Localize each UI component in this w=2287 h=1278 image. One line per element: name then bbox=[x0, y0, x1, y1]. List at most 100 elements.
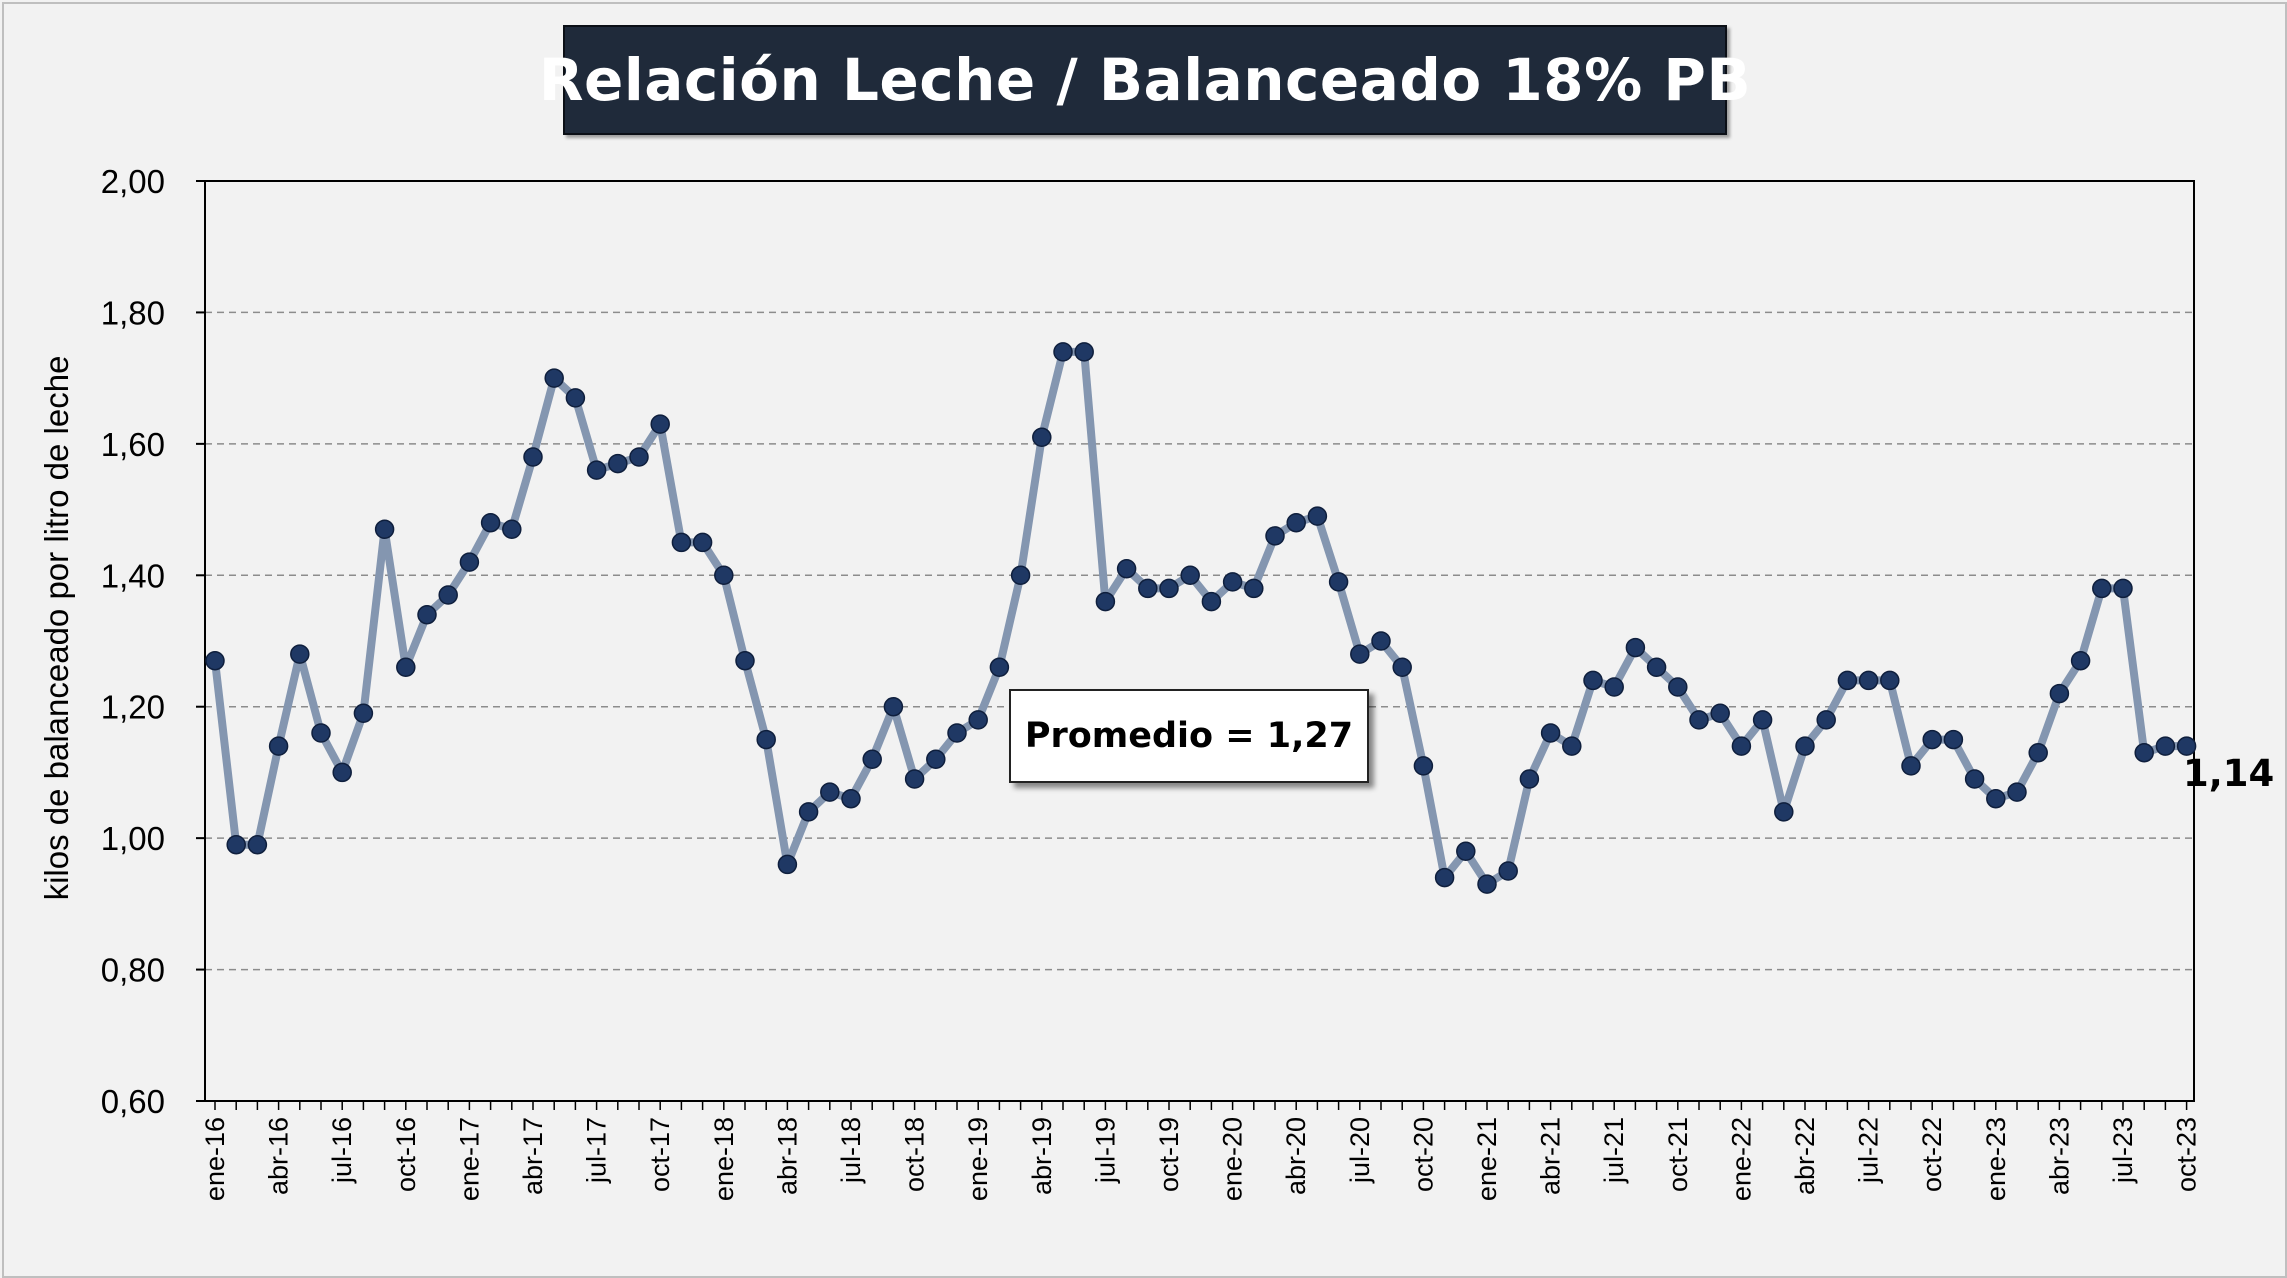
x-tick-labels: ene-16 abr-16 jul-16 oct-16 ene-17 abr-17 jul-… bbox=[200, 1117, 2202, 1201]
x-tick-label: abr-18 bbox=[772, 1117, 802, 1195]
data-point bbox=[586, 460, 607, 480]
data-point bbox=[1816, 710, 1836, 730]
data-point bbox=[1689, 710, 1709, 730]
data-point bbox=[1413, 756, 1434, 776]
data-point bbox=[968, 710, 988, 730]
plot-area bbox=[204, 180, 2195, 1102]
chart-title: Relación Leche / Balanceado 18% PB bbox=[538, 46, 1752, 114]
data-point bbox=[1434, 867, 1455, 888]
data-point bbox=[353, 703, 374, 724]
data-point bbox=[1116, 558, 1137, 579]
data-point bbox=[1010, 565, 1031, 586]
data-point bbox=[332, 762, 352, 783]
x-tick-label: oct-23 bbox=[2172, 1117, 2202, 1192]
data-point bbox=[2070, 650, 2091, 671]
x-tick-label: ene-18 bbox=[709, 1117, 739, 1201]
x-tick-label: oct-20 bbox=[1408, 1117, 1438, 1192]
data-point bbox=[1180, 565, 1200, 586]
x-tick-label: oct-22 bbox=[1917, 1117, 1947, 1192]
data-point bbox=[2176, 736, 2197, 756]
data-point bbox=[1943, 729, 1964, 750]
data-point bbox=[1222, 572, 1243, 592]
data-point bbox=[480, 512, 501, 533]
data-point bbox=[989, 657, 1010, 678]
data-point bbox=[311, 723, 331, 743]
x-tick-label: ene-23 bbox=[1981, 1117, 2011, 1201]
grid-lines bbox=[205, 311, 2194, 971]
y-tick-label: 1,40 bbox=[101, 557, 165, 594]
data-point bbox=[1986, 788, 2006, 809]
data-point bbox=[2092, 578, 2112, 599]
data-point bbox=[671, 532, 692, 553]
x-tick-label: oct-16 bbox=[391, 1117, 421, 1192]
data-point bbox=[820, 782, 840, 802]
data-point bbox=[1159, 578, 1179, 599]
data-point bbox=[883, 696, 904, 717]
data-point bbox=[1265, 526, 1285, 546]
data-point bbox=[374, 519, 395, 540]
data-point bbox=[692, 532, 713, 553]
data-point bbox=[904, 769, 925, 789]
y-tick-label: 1,20 bbox=[101, 689, 165, 726]
data-point bbox=[1922, 729, 1942, 750]
x-tick-label: abr-16 bbox=[264, 1117, 294, 1195]
data-point bbox=[1371, 631, 1391, 651]
data-point bbox=[1095, 591, 1116, 612]
x-tick-label: jul-20 bbox=[1345, 1117, 1375, 1184]
chart-title-box: Relación Leche / Balanceado 18% PB bbox=[539, 25, 1751, 135]
data-point bbox=[841, 788, 861, 809]
data-point bbox=[2113, 578, 2133, 599]
axes bbox=[196, 180, 2188, 1110]
x-tick-label: ene-17 bbox=[454, 1117, 484, 1201]
data-point bbox=[2134, 742, 2154, 763]
data-point bbox=[2155, 736, 2176, 756]
data-point bbox=[1562, 736, 1582, 756]
data-point bbox=[777, 854, 798, 875]
data-point bbox=[1540, 723, 1561, 743]
data-point bbox=[502, 519, 522, 540]
x-tick-label: ene-22 bbox=[1726, 1117, 1756, 1201]
data-point bbox=[1837, 670, 1858, 691]
data-point bbox=[290, 644, 310, 664]
data-point bbox=[1138, 578, 1158, 599]
y-tick-label: 2,00 bbox=[101, 163, 165, 200]
data-point bbox=[1244, 578, 1264, 599]
last-value-label: 1,14 bbox=[2183, 752, 2275, 795]
series-layer bbox=[205, 342, 2197, 894]
data-point bbox=[1604, 677, 1624, 697]
data-point bbox=[1074, 342, 1094, 362]
data-point bbox=[1774, 802, 1794, 822]
data-point bbox=[1625, 637, 1646, 658]
x-tick-label: ene-16 bbox=[200, 1117, 230, 1201]
x-tick-label: ene-21 bbox=[1472, 1117, 1502, 1201]
data-point bbox=[226, 834, 246, 855]
y-axis-label: kilos de balanceado por litro de leche bbox=[38, 355, 75, 901]
x-tick-label: abr-22 bbox=[1790, 1117, 1820, 1195]
x-tick-label: abr-17 bbox=[518, 1117, 548, 1195]
data-point bbox=[735, 650, 755, 671]
data-point bbox=[205, 650, 225, 671]
data-point bbox=[714, 565, 734, 586]
data-point bbox=[1901, 756, 1921, 776]
data-point bbox=[1477, 874, 1497, 894]
average-annotation-box: Promedio = 1,27 bbox=[1009, 689, 1369, 783]
data-point bbox=[1519, 769, 1540, 789]
x-tick-label: jul-19 bbox=[1090, 1117, 1120, 1184]
data-point bbox=[1053, 342, 1073, 362]
x-tick-label: oct-21 bbox=[1663, 1117, 1693, 1192]
y-tick-label: 1,00 bbox=[101, 820, 165, 857]
data-point bbox=[1752, 710, 1773, 730]
x-tick-label: jul-17 bbox=[582, 1117, 612, 1184]
x-tick-label: oct-17 bbox=[645, 1117, 675, 1192]
x-tick-label: oct-18 bbox=[900, 1117, 930, 1192]
data-point bbox=[1328, 572, 1349, 592]
data-point bbox=[1456, 841, 1476, 862]
data-point bbox=[1286, 512, 1306, 533]
x-tick-label: abr-23 bbox=[2044, 1117, 2074, 1195]
data-point bbox=[247, 834, 268, 855]
data-point bbox=[1583, 670, 1603, 691]
x-tick-label: abr-20 bbox=[1281, 1117, 1311, 1195]
data-point bbox=[947, 723, 967, 743]
series-line bbox=[211, 347, 2191, 889]
